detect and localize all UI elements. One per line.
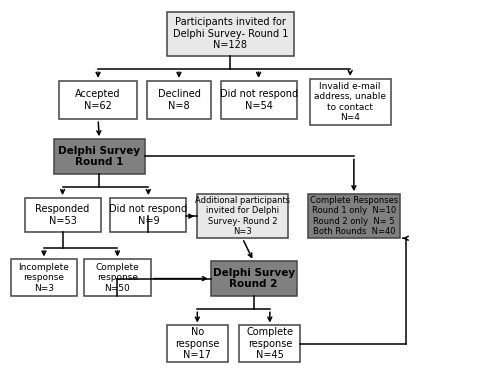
Text: Complete Responses
Round 1 only  N=10
Round 2 only  N= 5
Both Rounds  N=40: Complete Responses Round 1 only N=10 Rou… (310, 196, 398, 236)
Text: Participants invited for
Delphi Survey- Round 1
N=128: Participants invited for Delphi Survey- … (172, 17, 288, 50)
Text: Accepted
N=62: Accepted N=62 (76, 89, 121, 111)
Text: Complete
response
N=45: Complete response N=45 (246, 327, 294, 360)
FancyBboxPatch shape (211, 261, 296, 296)
FancyBboxPatch shape (110, 198, 186, 232)
FancyBboxPatch shape (54, 139, 144, 174)
FancyBboxPatch shape (197, 194, 288, 238)
FancyBboxPatch shape (239, 325, 300, 362)
FancyBboxPatch shape (11, 260, 77, 296)
Text: Additional participants
invited for Delphi
Survey- Round 2
N=3: Additional participants invited for Delp… (195, 196, 290, 236)
FancyBboxPatch shape (84, 260, 150, 296)
FancyBboxPatch shape (59, 81, 138, 119)
Text: Did not respond
N=54: Did not respond N=54 (220, 89, 298, 111)
Text: Delphi Survey
Round 1: Delphi Survey Round 1 (58, 146, 140, 167)
Text: Delphi Survey
Round 2: Delphi Survey Round 2 (212, 268, 294, 289)
Text: Complete
response
N=50: Complete response N=50 (96, 263, 140, 292)
Text: Declined
N=8: Declined N=8 (158, 89, 200, 111)
Text: Did not respond
N=9: Did not respond N=9 (110, 204, 188, 226)
Text: Responded
N=53: Responded N=53 (36, 204, 90, 226)
FancyBboxPatch shape (166, 12, 294, 56)
Text: No
response
N=17: No response N=17 (175, 327, 220, 360)
Text: Invalid e-mail
address, unable
to contact
N=4: Invalid e-mail address, unable to contac… (314, 82, 386, 122)
FancyBboxPatch shape (310, 79, 390, 125)
FancyBboxPatch shape (308, 194, 400, 238)
FancyBboxPatch shape (220, 81, 296, 119)
FancyBboxPatch shape (147, 81, 211, 119)
FancyBboxPatch shape (166, 325, 228, 362)
Text: Incomplete
response
N=3: Incomplete response N=3 (18, 263, 70, 292)
FancyBboxPatch shape (24, 198, 101, 232)
